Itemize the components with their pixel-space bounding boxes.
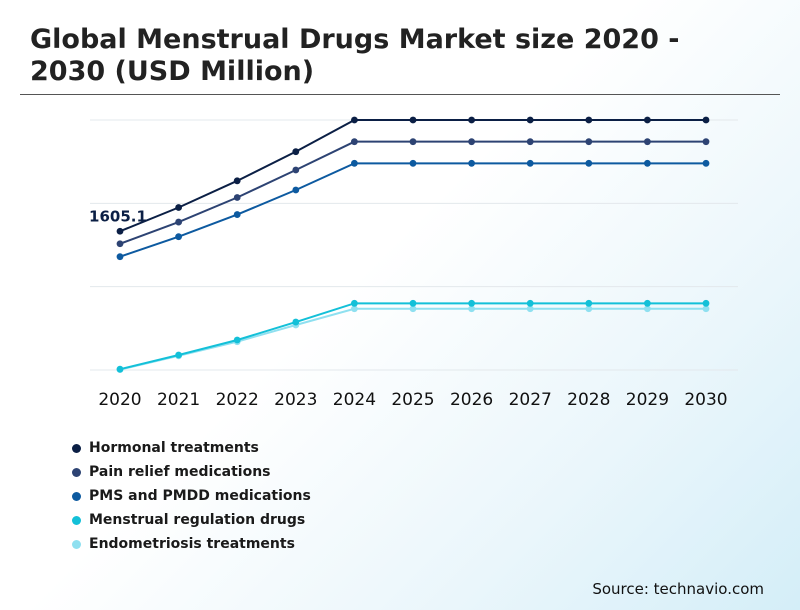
data-point xyxy=(233,194,241,201)
data-point xyxy=(116,227,124,235)
chart-title: Global Menstrual Drugs Market size 2020 … xyxy=(30,24,680,87)
series-line xyxy=(119,302,706,371)
legend-item: Hormonal treatments xyxy=(72,436,311,460)
data-point xyxy=(409,116,417,124)
data-point xyxy=(702,299,710,307)
data-point xyxy=(351,159,358,167)
legend-marker-icon xyxy=(72,539,81,549)
x-tick-label: 2023 xyxy=(274,390,317,410)
line-chart: 2020 2021 2022 2023 2024 2025 2026 2027 2028 2029… xyxy=(89,116,738,410)
legend-item: Endometriosis treatments xyxy=(72,532,311,556)
data-point xyxy=(292,148,300,156)
data-point xyxy=(409,138,417,146)
series-line xyxy=(119,119,706,233)
data-point xyxy=(526,116,534,124)
data-point xyxy=(351,116,358,124)
data-point xyxy=(233,336,241,344)
data-point xyxy=(526,138,534,146)
data-point xyxy=(233,211,241,218)
data-point xyxy=(644,305,651,313)
legend-label: Menstrual regulation drugs xyxy=(89,512,306,528)
data-point xyxy=(644,159,651,167)
legend-item: Pain relief medications xyxy=(72,460,311,484)
legend-label: Pain relief medications xyxy=(89,464,271,480)
data-point xyxy=(116,240,124,248)
legend-item: PMS and PMDD medications xyxy=(72,484,311,508)
data-point xyxy=(468,159,475,167)
data-point xyxy=(585,299,593,307)
title-divider xyxy=(20,94,780,95)
legend-marker-icon xyxy=(72,443,81,453)
data-point xyxy=(702,305,710,313)
series-line xyxy=(119,307,706,371)
legend-marker-icon xyxy=(72,491,81,501)
data-point xyxy=(116,253,124,261)
series-line xyxy=(119,140,706,245)
legend-marker-icon xyxy=(72,515,81,525)
data-point xyxy=(409,305,417,313)
legend-label: Hormonal treatments xyxy=(89,440,259,456)
data-label: 1605.1 xyxy=(89,207,147,225)
data-point xyxy=(468,305,475,313)
x-tick-label: 2022 xyxy=(216,390,259,410)
data-point xyxy=(351,138,358,146)
data-point xyxy=(175,233,183,241)
data-point xyxy=(233,177,241,185)
chart-legend: Hormonal treatments Pain relief medicatio… xyxy=(72,436,311,556)
data-point xyxy=(526,305,534,313)
data-point xyxy=(292,166,300,174)
data-point xyxy=(644,116,651,124)
data-point xyxy=(644,299,651,307)
data-point xyxy=(585,138,593,146)
data-point xyxy=(702,116,710,124)
x-tick-label: 2024 xyxy=(333,390,376,410)
data-point xyxy=(702,138,710,146)
data-point xyxy=(175,351,183,359)
x-tick-label: 2020 xyxy=(98,390,141,410)
data-point xyxy=(468,299,475,307)
data-point xyxy=(468,138,475,146)
x-tick-label: 2021 xyxy=(157,390,200,410)
data-point xyxy=(644,138,651,146)
data-point xyxy=(175,204,183,211)
data-point xyxy=(409,159,417,167)
x-tick-label: 2028 xyxy=(567,390,610,410)
legend-label: Endometriosis treatments xyxy=(89,536,295,552)
x-tick-label: 2027 xyxy=(509,390,552,410)
data-point xyxy=(585,116,593,124)
x-tick-label: 2026 xyxy=(450,390,493,410)
data-point xyxy=(468,116,475,124)
legend-item: Menstrual regulation drugs xyxy=(72,508,311,532)
legend-marker-icon xyxy=(72,467,81,477)
x-tick-label: 2030 xyxy=(684,390,727,410)
data-point xyxy=(351,305,358,313)
data-point xyxy=(702,159,710,167)
data-point xyxy=(351,299,358,307)
x-tick-label: 2029 xyxy=(626,390,669,410)
data-point xyxy=(409,299,417,307)
legend-label: PMS and PMDD medications xyxy=(89,488,311,504)
data-point xyxy=(526,159,534,167)
source-note: Source: technavio.com xyxy=(592,580,764,598)
data-point xyxy=(585,305,593,313)
data-point xyxy=(585,159,593,167)
data-point xyxy=(292,318,300,326)
x-tick-label: 2025 xyxy=(391,390,434,410)
data-point xyxy=(526,299,534,307)
data-point xyxy=(175,218,183,226)
data-point xyxy=(292,186,300,194)
data-point xyxy=(116,365,124,373)
